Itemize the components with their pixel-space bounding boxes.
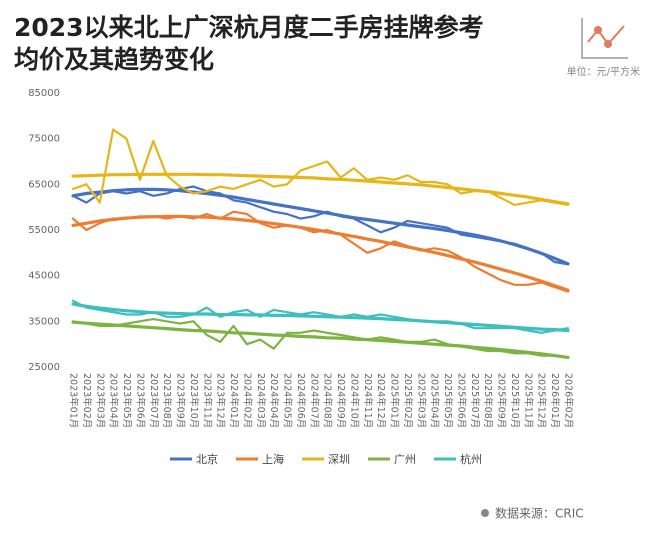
x-tick-label: 2026年02月: [563, 373, 575, 428]
x-tick-label: 2023年04月: [108, 373, 120, 428]
x-tick-label: 2023年01月: [68, 373, 80, 428]
source-dot: [481, 509, 489, 517]
x-tick-label: 2025年10月: [509, 373, 521, 428]
unit-label: 单位：元/平方米: [567, 65, 640, 78]
line: [71, 128, 570, 206]
source: 数据来源：CRIC: [495, 506, 584, 521]
x-tick-label: 2024年12月: [375, 373, 387, 428]
x-tick-label: 2025年06月: [455, 373, 467, 428]
trend-line: [71, 320, 570, 359]
legend-label: 深圳: [328, 453, 350, 466]
x-tick-label: 2025年09月: [496, 373, 508, 428]
x-tick-label: 2023年12月: [215, 373, 227, 428]
y-tick-label: 35000: [28, 316, 60, 327]
legend-label: 上海: [262, 452, 284, 466]
x-tick-label: 2025年07月: [469, 373, 481, 428]
x-tick-label: 2025年01月: [389, 373, 401, 428]
line: [71, 318, 570, 359]
legend-label: 北京: [196, 452, 218, 466]
line: [71, 210, 570, 293]
x-tick-label: 2025年08月: [482, 373, 494, 428]
x-tick-label: 2025年11月: [522, 373, 534, 428]
trend-line: [71, 187, 570, 266]
x-tick-label: 2023年05月: [121, 373, 133, 428]
legend-label: 杭州: [460, 452, 482, 466]
x-tick-label: 2026年01月: [549, 373, 561, 428]
x-tick-label: 2024年02月: [241, 373, 253, 428]
x-tick-label: 2023年02月: [81, 373, 93, 428]
y-tick-label: 75000: [28, 134, 60, 145]
y-tick-label: 85000: [28, 88, 60, 99]
line: [71, 299, 570, 334]
y-tick-label: 45000: [28, 271, 60, 282]
x-tick-label: 2024年11月: [362, 373, 374, 428]
x-tick-label: 2025年04月: [429, 373, 441, 428]
y-tick-label: 25000: [28, 362, 60, 373]
x-tick-label: 2024年08月: [322, 373, 334, 428]
x-tick-label: 2025年03月: [415, 373, 427, 428]
y-tick-label: 55000: [28, 225, 60, 236]
x-tick-label: 2024年04月: [268, 373, 280, 428]
line: [71, 185, 570, 266]
x-tick-label: 2023年06月: [134, 373, 146, 428]
x-tick-label: 2024年10月: [348, 373, 360, 428]
x-tick-label: 2024年06月: [295, 373, 307, 428]
title-line: 2023以来北上广深杭月度二手房挂牌参考: [14, 13, 484, 42]
x-tick-label: 2024年07月: [308, 373, 320, 428]
legend-label: 广州: [394, 453, 416, 466]
x-tick-label: 2023年07月: [148, 373, 160, 428]
icon: [581, 18, 628, 59]
y-tick-label: 65000: [28, 179, 60, 190]
x-tick-label: 2024年09月: [335, 373, 347, 428]
x-tick-label: 2023年11月: [201, 373, 213, 428]
x-tick-label: 2025年12月: [536, 373, 548, 428]
x-tick-label: 2023年09月: [175, 373, 187, 428]
x-tick-label: 2024年03月: [255, 373, 267, 428]
x-tick-label: 2023年10月: [188, 373, 200, 428]
title-line: 均价及其趋势变化: [14, 45, 215, 74]
trend-line: [71, 214, 570, 292]
x-tick-label: 2023年08月: [161, 373, 173, 428]
x-tick-label: 2024年01月: [228, 373, 240, 428]
x-tick-label: 2025年05月: [442, 373, 454, 428]
x-tick-label: 2025年02月: [402, 373, 414, 428]
x-tick-label: 2023年03月: [94, 373, 106, 428]
x-tick-label: 2024年05月: [282, 373, 294, 428]
